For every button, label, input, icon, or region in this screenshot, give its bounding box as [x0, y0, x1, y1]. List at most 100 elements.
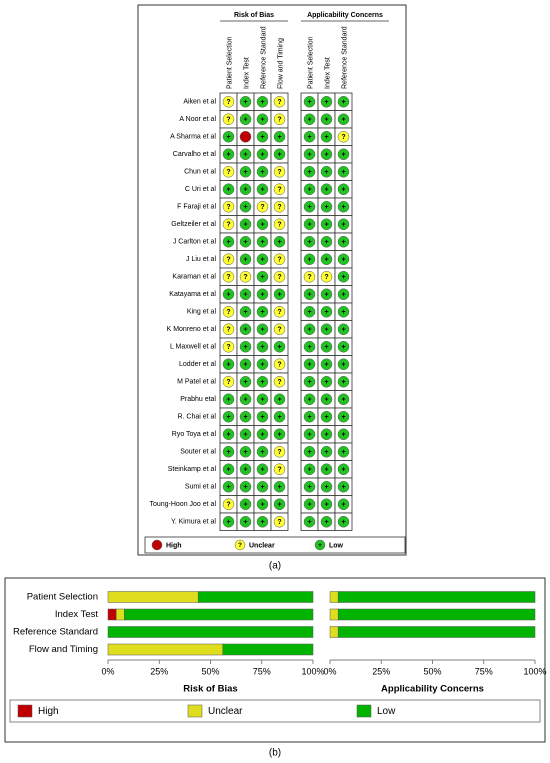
judgment-dot [273, 113, 286, 125]
judgment-dot [337, 428, 350, 440]
judgment-symbol: ? [277, 169, 281, 176]
judgment-dot [256, 463, 269, 475]
judgment-dot [320, 218, 333, 230]
judgment-symbol: ? [277, 274, 281, 281]
judgment-symbol: + [341, 484, 345, 491]
judgment-symbol: ? [277, 519, 281, 526]
judgment-dot [239, 481, 252, 493]
column-header: Patient Selection [226, 36, 233, 89]
judgment-symbol: + [324, 449, 328, 456]
judgment-dot [303, 516, 316, 528]
judgment-dot [239, 411, 252, 423]
judgment-symbol: ? [226, 327, 230, 334]
judgment-symbol: + [324, 152, 328, 159]
judgment-dot [320, 148, 333, 160]
study-name: Chun et al [184, 169, 216, 176]
judgment-symbol: + [260, 117, 264, 124]
judgment-symbol: ? [277, 257, 281, 264]
judgment-symbol: + [341, 414, 345, 421]
judgment-dot [239, 236, 252, 248]
judgment-symbol: + [260, 152, 264, 159]
judgment-dot [256, 341, 269, 353]
judgment-symbol: ? [277, 362, 281, 369]
judgment-symbol: + [307, 379, 311, 386]
judgment-symbol: + [277, 484, 281, 491]
judgment-symbol: + [260, 327, 264, 334]
judgment-symbol: + [341, 274, 345, 281]
bar-segment [107, 626, 314, 638]
judgment-symbol: + [324, 362, 328, 369]
caption: (a) [269, 561, 281, 572]
judgment-symbol: + [243, 379, 247, 386]
judgment-symbol: + [324, 257, 328, 264]
bar-segment [107, 643, 224, 656]
judgment-dot [273, 498, 286, 510]
judgment-dot [239, 253, 252, 265]
judgment-dot [320, 516, 333, 528]
judgment-dot [239, 183, 252, 195]
judgment-symbol: + [243, 432, 247, 439]
judgment-symbol: + [243, 169, 247, 176]
judgment-symbol: + [243, 309, 247, 316]
judgment-dot [256, 236, 269, 248]
judgment-dot [256, 201, 269, 213]
judgment-dot [239, 428, 252, 440]
judgment-dot [303, 323, 316, 335]
judgment-symbol: + [226, 519, 230, 526]
judgment-symbol: + [243, 187, 247, 194]
judgment-dot [222, 271, 235, 283]
judgment-symbol: + [260, 502, 264, 509]
judgment-symbol: ? [226, 204, 230, 211]
judgment-symbol: ? [226, 309, 230, 316]
judgment-dot [222, 323, 235, 335]
judgment-symbol: + [226, 239, 230, 246]
judgment-symbol: + [341, 309, 345, 316]
judgment-symbol: ? [341, 134, 345, 141]
judgment-dot [222, 341, 235, 353]
judgment-dot [273, 341, 286, 353]
judgment-symbol: + [341, 467, 345, 474]
judgment-symbol: + [260, 362, 264, 369]
judgment-dot [239, 393, 252, 405]
judgment-dot [239, 131, 252, 143]
judgment-symbol: ? [226, 99, 230, 106]
judgment-symbol: ? [277, 379, 281, 386]
judgment-symbol: + [260, 344, 264, 351]
x-tick-label: 100% [523, 666, 546, 676]
judgment-symbol: + [277, 152, 281, 159]
judgment-dot [303, 183, 316, 195]
judgment-dot [273, 428, 286, 440]
study-name: A Sharma et al [170, 134, 216, 141]
judgment-symbol: + [341, 379, 345, 386]
judgment-symbol: + [260, 432, 264, 439]
judgment-symbol: + [341, 502, 345, 509]
judgment-dot [222, 166, 235, 178]
judgment-dot [303, 113, 316, 125]
panel-title: Risk of Bias [183, 684, 237, 695]
judgment-symbol: ? [226, 222, 230, 229]
judgment-dot [256, 323, 269, 335]
judgment-dot [320, 113, 333, 125]
judgment-dot [273, 306, 286, 318]
judgment-symbol: + [341, 239, 345, 246]
judgment-symbol: + [307, 502, 311, 509]
judgment-symbol: + [341, 152, 345, 159]
column-header: Flow and Timing [277, 38, 284, 89]
judgment-dot [303, 428, 316, 440]
judgment-dot [337, 148, 350, 160]
column-header: Reference Standard [260, 26, 267, 89]
legend-swatch [17, 704, 33, 718]
study-name: K Monreno et al [167, 326, 217, 333]
judgment-symbol: + [277, 134, 281, 141]
study-name: Prabhu etal [180, 396, 216, 403]
judgment-dot [303, 463, 316, 475]
judgment-dot [239, 463, 252, 475]
judgment-symbol: + [307, 169, 311, 176]
bar-segment [337, 608, 536, 621]
bar-segment [329, 591, 339, 603]
judgment-dot [273, 253, 286, 265]
judgment-symbol: + [324, 502, 328, 509]
column-header: Patient Selection [307, 36, 314, 89]
judgment-dot [320, 446, 333, 458]
x-tick-label: 75% [475, 666, 493, 676]
